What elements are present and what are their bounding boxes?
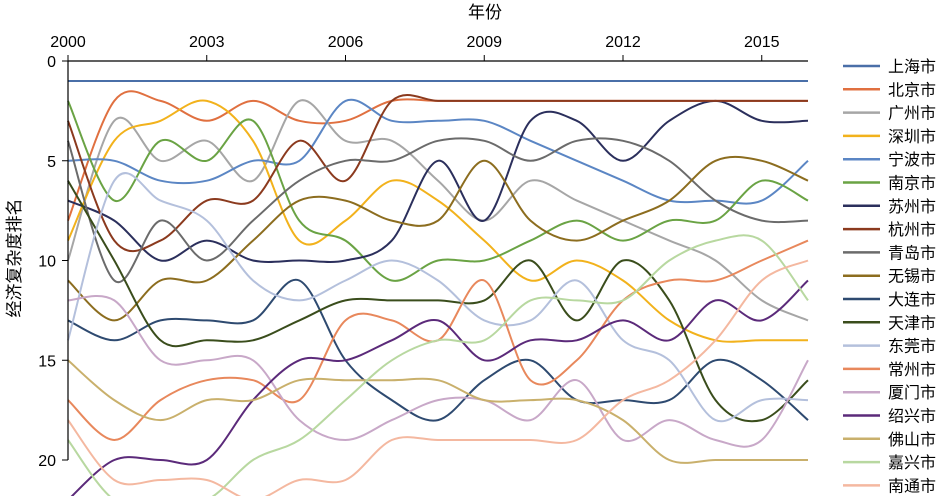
x-axis-title: 年份 — [468, 3, 502, 23]
series-line-11 — [67, 278, 809, 422]
legend-item: 广州市 — [843, 104, 936, 123]
y-tick-label: 15 — [38, 353, 56, 370]
legend-label: 天津市 — [888, 313, 936, 332]
legend-label: 绍兴市 — [888, 407, 936, 426]
x-tick-label: 2009 — [466, 34, 502, 51]
series-line-5 — [67, 98, 809, 205]
legend-item: 天津市 — [843, 313, 936, 332]
legend-item: 绍兴市 — [843, 407, 936, 426]
legend-label: 厦门市 — [888, 383, 936, 402]
legend-item: 大连市 — [843, 290, 936, 309]
legend-item: 上海市 — [843, 57, 936, 76]
legend-label: 南京市 — [888, 174, 936, 193]
legend: 上海市北京市广州市深圳市宁波市南京市苏州市杭州市青岛市无锡市大连市天津市东莞市常… — [843, 57, 936, 495]
x-tick-label: 2015 — [744, 34, 780, 51]
legend-label: 青岛市 — [888, 243, 936, 262]
legend-item: 佛山市 — [843, 430, 936, 449]
series-line-6 — [67, 100, 809, 282]
legend-label: 常州市 — [888, 360, 936, 379]
legend-item: 南通市 — [843, 476, 936, 495]
legend-item: 北京市 — [843, 80, 936, 99]
x-tick-label: 2000 — [50, 34, 86, 51]
legend-item: 无锡市 — [843, 267, 936, 286]
legend-item: 杭州市 — [843, 220, 936, 239]
x-tick-label: 2003 — [189, 34, 225, 51]
series-line-3 — [67, 99, 809, 322]
series-line-9 — [67, 137, 809, 284]
y-tick-label: 10 — [38, 254, 56, 271]
series-line-8 — [67, 94, 808, 253]
series-line-13 — [67, 172, 809, 423]
series-line-19 — [67, 259, 809, 496]
legend-item: 嘉兴市 — [843, 453, 936, 472]
x-tick-label: 2006 — [328, 34, 364, 51]
series-line-16 — [70, 279, 809, 496]
y-axis-title: 经济复杂度排名 — [5, 199, 25, 318]
series-line-12 — [67, 180, 809, 423]
legend-label: 无锡市 — [888, 267, 936, 286]
series-line-15 — [67, 295, 809, 448]
legend-item: 青岛市 — [843, 243, 936, 262]
series-line-17 — [67, 359, 808, 464]
y-tick-label: 5 — [47, 154, 56, 171]
series-line-18 — [67, 234, 809, 496]
legend-item: 常州市 — [843, 360, 936, 379]
legend-label: 宁波市 — [888, 150, 936, 169]
legend-label: 广州市 — [888, 104, 936, 123]
series-line-7 — [67, 99, 809, 263]
x-tick-label: 2012 — [605, 34, 641, 51]
legend-item: 厦门市 — [843, 383, 936, 402]
y-tick-label: 0 — [47, 54, 56, 71]
legend-label: 苏州市 — [888, 197, 936, 216]
legend-item: 南京市 — [843, 174, 936, 193]
legend-label: 北京市 — [888, 80, 936, 99]
legend-label: 南通市 — [888, 476, 936, 495]
legend-label: 东莞市 — [888, 337, 936, 356]
legend-label: 上海市 — [888, 57, 936, 76]
legend-label: 佛山市 — [888, 430, 936, 449]
series-line-10 — [67, 155, 809, 322]
legend-label: 杭州市 — [888, 220, 936, 239]
legend-label: 大连市 — [888, 290, 936, 309]
legend-item: 东莞市 — [843, 337, 936, 356]
series-layer — [67, 80, 809, 496]
legend-item: 深圳市 — [843, 127, 936, 146]
axes-layer: 2000 2003 2006 2009 2012 2015 0 5 10 15 20 — [38, 34, 808, 470]
legend-label: 深圳市 — [888, 127, 936, 146]
y-tick-label: 20 — [38, 453, 56, 470]
legend-label: 嘉兴市 — [888, 453, 936, 472]
legend-item: 苏州市 — [843, 197, 936, 216]
legend-item: 宁波市 — [843, 150, 936, 169]
